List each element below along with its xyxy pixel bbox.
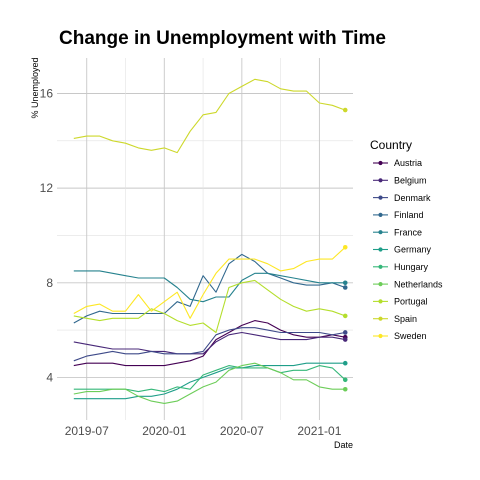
series-line-netherlands [73,362,346,404]
legend-key-point [378,333,383,339]
series-endpoint-belgium [342,337,348,342]
x-tick-label: 2019-07 [65,424,109,438]
legend-item-germany: Germany [373,245,432,255]
legend-key-point [378,178,383,183]
legend-key-point [378,160,383,166]
legend-label: France [394,227,422,237]
legend-key-point [378,230,383,235]
legend-item-belgium: Belgium [373,176,427,186]
legend-item-hungary: Hungary [373,262,429,272]
legend-label: Portugal [394,297,428,307]
legend-item-spain: Spain [373,314,417,324]
x-axis-label: Date [334,440,353,450]
legend-item-austria: Austria [373,158,422,168]
legend-item-finland: Finland [373,210,424,220]
series-endpoint-hungary [342,377,348,383]
series-endpoint-spain [342,107,348,113]
x-tick-label: 2020-07 [220,424,264,438]
legend-label: Netherlands [394,279,443,289]
series-endpoint-portugal [342,313,348,319]
series-line-hungary [73,365,346,393]
x-tick-label: 2021-01 [297,424,341,438]
legend-item-denmark: Denmark [373,193,431,203]
legend-key-point [378,282,383,287]
legend-key-point [378,299,383,304]
legend-item-sweden: Sweden [373,331,427,341]
legend-key-point [378,247,383,252]
legend-label: Germany [394,245,432,255]
legend-label: Belgium [394,176,427,186]
series-lines [73,78,348,404]
series-endpoint-denmark [342,330,348,335]
series-line-sweden [73,246,346,319]
legend-title: Country [370,138,412,152]
legend-item-portugal: Portugal [373,297,428,307]
y-tick-label: 4 [46,370,53,384]
legend-item-netherlands: Netherlands [373,279,443,289]
legend-label: Denmark [394,193,431,203]
series-endpoint-netherlands [342,386,348,392]
series-line-spain [73,78,346,154]
series-line-finland [73,253,346,324]
y-tick-label: 12 [40,181,54,195]
series-line-portugal [73,279,346,334]
x-tick-labels: 2019-07 2020-01 2020-07 2021-01 [65,424,342,438]
y-tick-label: 16 [40,86,54,100]
legend-key-point [378,195,383,200]
legend-label: Sweden [394,331,427,341]
grid [57,58,353,420]
legend: Country Austria Belgium Denmark Finland Fran… [370,138,443,341]
series-line-germany [73,362,346,400]
y-axis-label: % Unemployed [30,57,40,118]
y-tick-label: 8 [46,276,53,290]
series-endpoint-france [342,280,348,286]
legend-label: Hungary [394,262,429,272]
series-line-france [73,270,346,303]
series-line-denmark [73,327,346,362]
legend-label: Austria [394,158,422,168]
y-tick-labels: 4 8 12 16 [40,86,54,384]
legend-item-france: France [373,227,422,237]
series-line-belgium [73,331,346,355]
legend-key-point [378,212,383,217]
legend-label: Spain [394,314,417,324]
series-endpoint-germany [342,360,348,366]
series-endpoint-sweden [342,244,348,250]
legend-key-point [378,316,383,321]
chart-title: Change in Unemployment with Time [59,28,386,49]
legend-key-point [378,264,383,269]
x-tick-label: 2020-01 [142,424,186,438]
legend-label: Finland [394,210,424,220]
series-endpoint-finland [342,285,348,290]
